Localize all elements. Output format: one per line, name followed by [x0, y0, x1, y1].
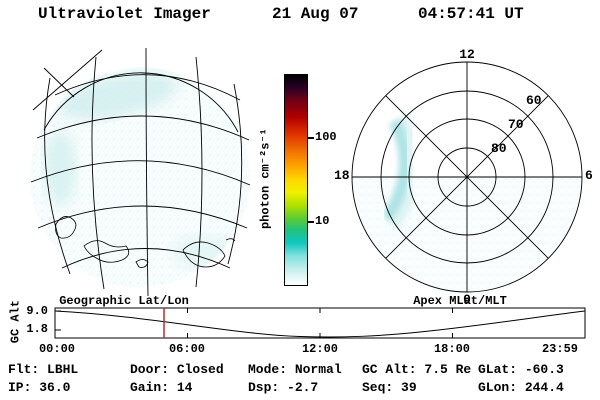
geographic-map	[30, 47, 251, 297]
mlt-spokes	[352, 62, 582, 292]
colorbar	[284, 74, 308, 286]
mlt-0-label: 0	[463, 292, 471, 307]
altitude-chart-ticks	[55, 308, 453, 338]
geo-grid-lines	[30, 47, 251, 297]
x-tick-1200: 12:00	[301, 342, 338, 356]
status-ip-label: IP:	[8, 380, 32, 395]
status-glat: GLat: -60.3	[478, 362, 564, 377]
mlat-60-label: 60	[526, 93, 542, 108]
mlat-70-label: 70	[508, 117, 524, 132]
status-flt-label: Flt:	[8, 362, 40, 377]
colorbar-tick-100	[307, 137, 314, 139]
header-time: 04:57:41 UT	[418, 5, 524, 23]
colorbar-tick-10	[307, 221, 314, 223]
status-gain-label: Gain:	[130, 380, 170, 395]
status-mode-label: Mode:	[248, 362, 288, 377]
status-flt-value: LBHL	[47, 362, 79, 377]
x-tick-1800: 18:00	[433, 342, 470, 356]
status-mode-value: Normal	[294, 362, 342, 377]
status-seq-label: Seq:	[362, 380, 394, 395]
y-min-label: 1.8	[26, 322, 48, 336]
polar-aurora-arc	[381, 119, 411, 222]
status-dsp-value: -2.7	[287, 380, 319, 395]
status-gain: Gain: 14	[130, 380, 193, 395]
polar-plot	[351, 61, 583, 293]
mlt-6-label: 6	[585, 168, 593, 183]
x-tick-0600: 06:00	[168, 342, 205, 356]
status-glon-value: 244.4	[524, 380, 564, 395]
mlt-18-label: 18	[334, 168, 350, 183]
status-door-label: Door:	[130, 362, 170, 377]
colorbar-unit-label: photon cm⁻²s⁻¹	[258, 128, 273, 230]
mlt-12-label: 12	[459, 47, 475, 62]
status-ip-value: 36.0	[39, 380, 71, 395]
status-glat-label: GLat:	[478, 362, 518, 377]
coastlines	[55, 216, 236, 268]
status-ip: IP: 36.0	[8, 380, 71, 395]
colorbar-tick-10-label: 10	[315, 214, 330, 228]
status-flt: Flt: LBHL	[8, 362, 79, 377]
status-door-value: Closed	[176, 362, 224, 377]
status-seq: Seq: 39	[362, 380, 417, 395]
status-gcalt-label: GC Alt:	[362, 362, 417, 377]
geo-aurora-emission	[44, 72, 237, 268]
x-tick-0000: 00:00	[38, 342, 75, 356]
status-gcalt: GC Alt: 7.5 Re	[362, 362, 472, 377]
status-gcalt-value: 7.5 Re	[424, 362, 472, 377]
status-glat-value: -60.3	[524, 362, 564, 377]
status-dsp-label: Dsp:	[248, 380, 280, 395]
altitude-chart	[54, 307, 586, 339]
status-door: Door: Closed	[130, 362, 224, 377]
status-glon-label: GLon:	[478, 380, 518, 395]
colorbar-tick-100-label: 100	[315, 130, 337, 144]
polar-panel-title: Apex MLat/MLT	[413, 294, 507, 308]
altitude-curve	[54, 310, 586, 338]
app-title: Ultraviolet Imager	[38, 5, 211, 23]
geo-panel-title: Geographic Lat/Lon	[59, 294, 189, 308]
gc-alt-axis-label: GC Alt	[8, 299, 23, 344]
x-tick-2359: 23:59	[541, 342, 578, 356]
header-date: 21 Aug 07	[272, 5, 359, 23]
y-max-label: 9.0	[26, 304, 48, 318]
status-glon: GLon: 244.4	[478, 380, 564, 395]
status-gain-value: 14	[176, 380, 193, 395]
status-seq-value: 39	[401, 380, 417, 395]
mlat-80-label: 80	[491, 141, 507, 156]
status-dsp: Dsp: -2.7	[248, 380, 319, 395]
status-mode: Mode: Normal	[248, 362, 342, 377]
